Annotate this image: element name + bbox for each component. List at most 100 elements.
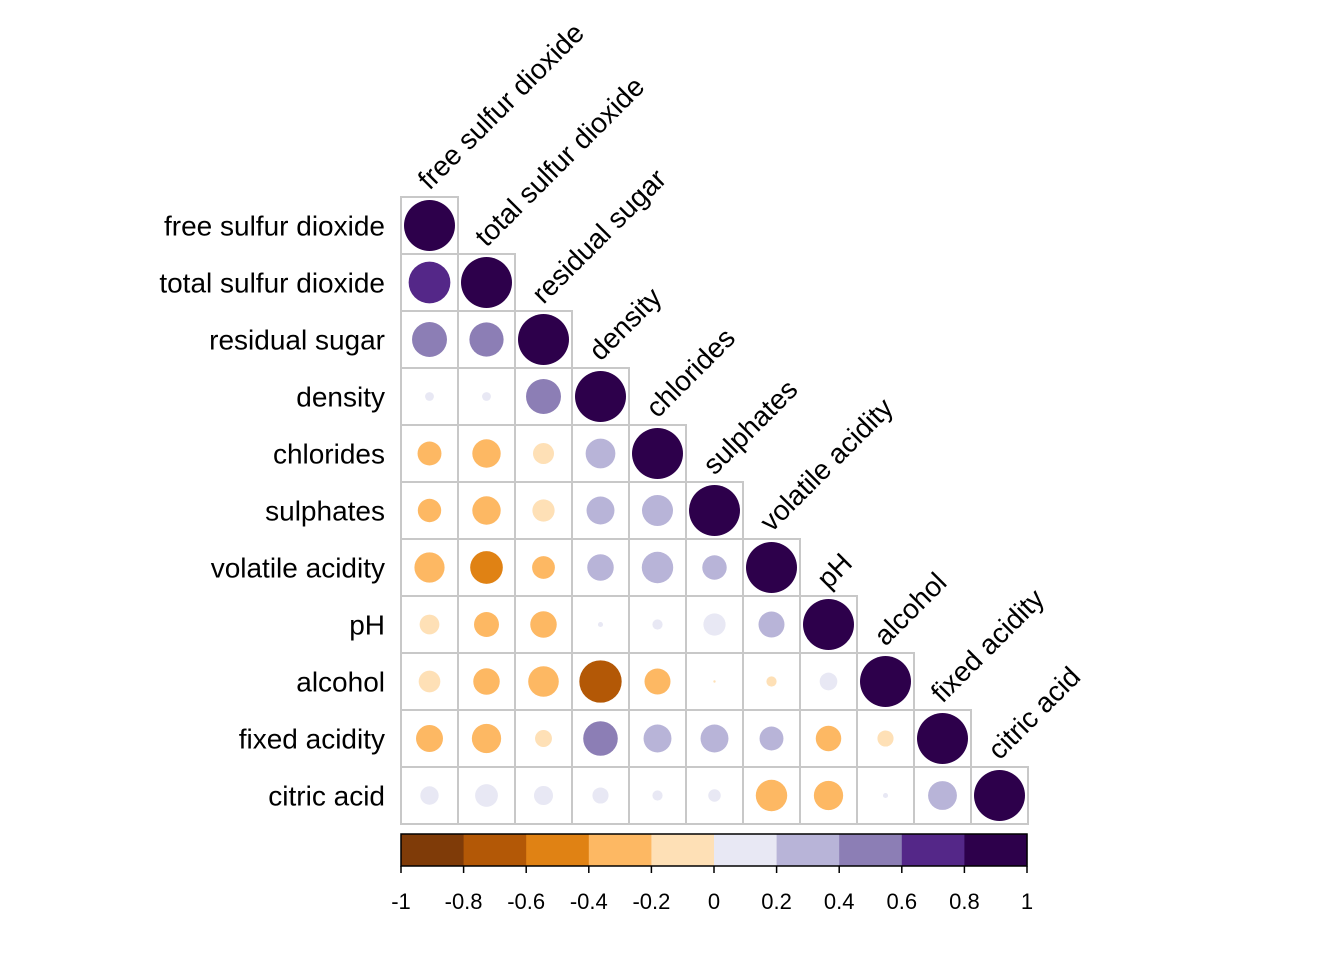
correlation-circle [420, 786, 439, 805]
correlation-circle [755, 779, 788, 812]
correlation-circle [803, 599, 854, 650]
correlation-circle [404, 200, 455, 251]
legend-swatch [588, 834, 652, 866]
correlation-circle [416, 725, 443, 752]
row-label: sulphates [265, 496, 385, 527]
correlation-circle [928, 781, 957, 810]
column-label: citric acid [982, 661, 1086, 765]
grid-layer [400, 196, 1029, 825]
correlation-circle [713, 680, 716, 683]
column-label: alcohol [868, 567, 953, 652]
row-label: free sulfur dioxide [164, 211, 385, 242]
correlation-circle [482, 392, 491, 401]
correlation-circle [586, 496, 615, 525]
correlation-circle [819, 672, 838, 691]
row-label: volatile acidity [211, 553, 385, 584]
correlation-circle [472, 439, 501, 468]
correlation-circle [475, 784, 498, 807]
legend-swatch [714, 834, 778, 866]
correlation-circle [471, 723, 502, 754]
row-label: pH [349, 610, 385, 641]
correlation-circle [472, 496, 501, 525]
correlation-circle [412, 322, 447, 357]
color-legend: -1 -0.8 -0.6 -0.4 -0.2 0 0.2 0.4 0.6 0.8 1 [391, 833, 1033, 914]
correlation-circle [641, 551, 674, 584]
column-label: pH [811, 547, 858, 594]
correlation-circle [408, 261, 451, 304]
column-label: chlorides [640, 322, 741, 423]
correlation-circle [419, 614, 440, 635]
correlation-circle [813, 780, 844, 811]
row-label: density [296, 382, 385, 413]
correlation-circle [473, 668, 500, 695]
correlation-circle [917, 713, 968, 764]
correlation-circle [532, 442, 555, 465]
row-labels: free sulfur dioxide total sulfur dioxide r… [159, 211, 385, 812]
correlation-circle [579, 660, 622, 703]
correlation-circle [641, 494, 674, 527]
legend-swatch [901, 834, 965, 866]
legend-tick-label: 0.2 [761, 889, 792, 914]
legend-swatch [401, 834, 465, 866]
legend-swatch [839, 834, 903, 866]
correlation-circle [526, 379, 561, 414]
correlation-circle [877, 730, 894, 747]
legend-tick-label: 0 [708, 889, 720, 914]
legend-tick-label: -0.6 [507, 889, 545, 914]
circle-layer [404, 200, 1025, 821]
correlation-circle [746, 542, 797, 593]
legend-tick-label: -1 [391, 889, 411, 914]
legend-tick-label: -0.8 [445, 889, 483, 914]
correlation-circle [643, 724, 672, 753]
row-label: chlorides [273, 439, 385, 470]
correlation-circle [575, 371, 626, 422]
legend-tick-label: 0.8 [949, 889, 980, 914]
legend-tick-label: -0.2 [632, 889, 670, 914]
correlation-circle [815, 725, 842, 752]
legend-tick-label: 0.6 [887, 889, 918, 914]
correlation-circle [414, 552, 445, 583]
correlation-circle [632, 428, 683, 479]
legend-swatch [964, 834, 1028, 866]
legend-swatch [651, 834, 715, 866]
correlation-circle [470, 551, 503, 584]
correlation-circle [469, 322, 504, 357]
correlation-circle [533, 785, 554, 806]
legend-swatch [526, 834, 590, 866]
correlation-circle [532, 556, 555, 579]
correlation-circle [417, 441, 442, 466]
correlation-circle [583, 721, 618, 756]
correlation-circle [592, 787, 609, 804]
row-label: citric acid [268, 781, 385, 812]
correlation-circle [518, 314, 569, 365]
correlation-circle [652, 619, 663, 630]
correlation-circle [700, 724, 729, 753]
correlation-circle [535, 730, 552, 747]
legend-tick-label: 0.4 [824, 889, 855, 914]
correlation-circle [530, 611, 557, 638]
correlation-circle [461, 257, 512, 308]
correlation-circle [532, 499, 555, 522]
correlation-circle [974, 770, 1025, 821]
correlation-circle [597, 621, 604, 628]
correlation-circle [418, 670, 441, 693]
legend-swatch [776, 834, 840, 866]
column-label: fixed acidity [925, 583, 1050, 708]
legend-tick-label: -0.4 [570, 889, 608, 914]
correlation-circle [425, 392, 434, 401]
correlation-circle [758, 611, 785, 638]
legend-tick-label: 1 [1021, 889, 1033, 914]
row-label: residual sugar [209, 325, 385, 356]
row-label: total sulfur dioxide [159, 268, 385, 299]
correlation-circle [708, 789, 721, 802]
correlation-circle [703, 613, 726, 636]
correlation-circle [417, 498, 442, 523]
correlation-circle [702, 555, 727, 580]
correlation-circle [528, 666, 559, 697]
matrix-cell [970, 766, 1029, 825]
correlation-circle [652, 790, 663, 801]
row-label: alcohol [296, 667, 385, 698]
correlation-circle [860, 656, 911, 707]
legend-swatch [463, 834, 527, 866]
